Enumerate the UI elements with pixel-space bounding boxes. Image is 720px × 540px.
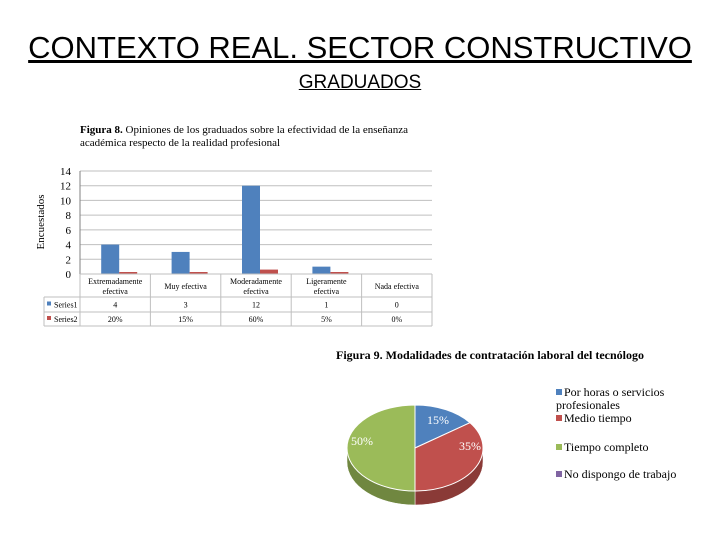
figure8-caption-text: Opiniones de los graduados sobre la efec… xyxy=(80,124,409,149)
y-tick-label: 12 xyxy=(60,181,71,193)
table-series-name: Series1 xyxy=(54,301,78,310)
pie-legend-label-3: No dispongo de trabajo xyxy=(564,467,677,481)
table-legend-swatch xyxy=(47,316,51,320)
x-category-label: Moderadamente efectiva xyxy=(230,277,282,296)
bar-series2 xyxy=(119,272,138,274)
pie-legend-swatch-3 xyxy=(556,471,562,477)
y-axis-title: Encuestados xyxy=(35,195,47,250)
y-tick-label: 0 xyxy=(66,269,72,281)
table-data-label: 3 xyxy=(184,301,188,310)
y-tick-label: 4 xyxy=(66,240,72,252)
x-category-label: Nada efectiva xyxy=(375,282,420,291)
pie-data-label: 35% xyxy=(459,439,481,453)
x-category-label: Extremadamente efectiva xyxy=(88,277,143,296)
figure8-caption-label: Figura 8. xyxy=(80,124,123,136)
figure9-caption: Figura 9. Modalidades de contratación la… xyxy=(336,348,644,362)
pie-legend-label-1: Medio tiempo xyxy=(564,411,632,425)
slide-subtitle: GRADUADOS xyxy=(298,72,422,93)
y-tick-label: 2 xyxy=(66,254,72,266)
pie-slice xyxy=(346,404,416,492)
pie-legend-item-2: Tiempo completo xyxy=(556,441,649,454)
table-data-label: 5% xyxy=(321,315,332,324)
y-tick-label: 10 xyxy=(60,195,72,207)
bar-series1 xyxy=(171,251,190,274)
x-category-label: Ligeramente efectiva xyxy=(306,277,347,296)
table-data-label: 1 xyxy=(324,301,328,310)
y-tick-label: 14 xyxy=(60,166,72,178)
pie-slice xyxy=(414,404,471,449)
pie-slice xyxy=(414,422,484,492)
bar-series1 xyxy=(101,244,120,274)
pie-legend-item-1: Medio tiempo xyxy=(556,412,632,425)
pie-legend-swatch-0 xyxy=(556,389,562,395)
bar-series2 xyxy=(260,269,278,274)
pie-legend-item-0: Por horas o servicios profesionales xyxy=(556,386,720,412)
table-data-label: 20% xyxy=(108,315,123,324)
pie-data-label: 15% xyxy=(427,413,449,427)
y-tick-label: 6 xyxy=(66,225,72,237)
table-data-label: 0 xyxy=(395,301,399,310)
y-tick-label: 8 xyxy=(66,210,72,222)
pie-legend-item-3: No dispongo de trabajo xyxy=(556,468,676,481)
table-data-label: 12 xyxy=(252,301,260,310)
bar-series1 xyxy=(242,185,260,274)
bar-series1 xyxy=(312,266,331,274)
table-data-label: 4 xyxy=(113,301,117,310)
pie-data-label: 50% xyxy=(351,434,373,448)
pie-legend-swatch-2 xyxy=(556,444,562,450)
table-data-label: 60% xyxy=(249,315,264,324)
table-legend-swatch xyxy=(47,301,51,306)
slide-title: CONTEXTO REAL. SECTOR CONSTRUCTIVO xyxy=(28,30,692,65)
pie-legend-label-2: Tiempo completo xyxy=(564,440,649,454)
x-category-label: Muy efectiva xyxy=(164,282,207,291)
figure8-caption: Figura 8. Opiniones de los graduados sob… xyxy=(80,124,420,150)
table-data-label: 0% xyxy=(391,315,402,324)
bar-series2 xyxy=(189,272,208,274)
pie-legend-swatch-1 xyxy=(556,415,562,421)
bar-series2 xyxy=(330,272,349,274)
table-data-label: 15% xyxy=(178,315,193,324)
pie-legend-label-0: Por horas o servicios profesionales xyxy=(556,385,665,412)
table-series-name: Series2 xyxy=(54,315,78,324)
